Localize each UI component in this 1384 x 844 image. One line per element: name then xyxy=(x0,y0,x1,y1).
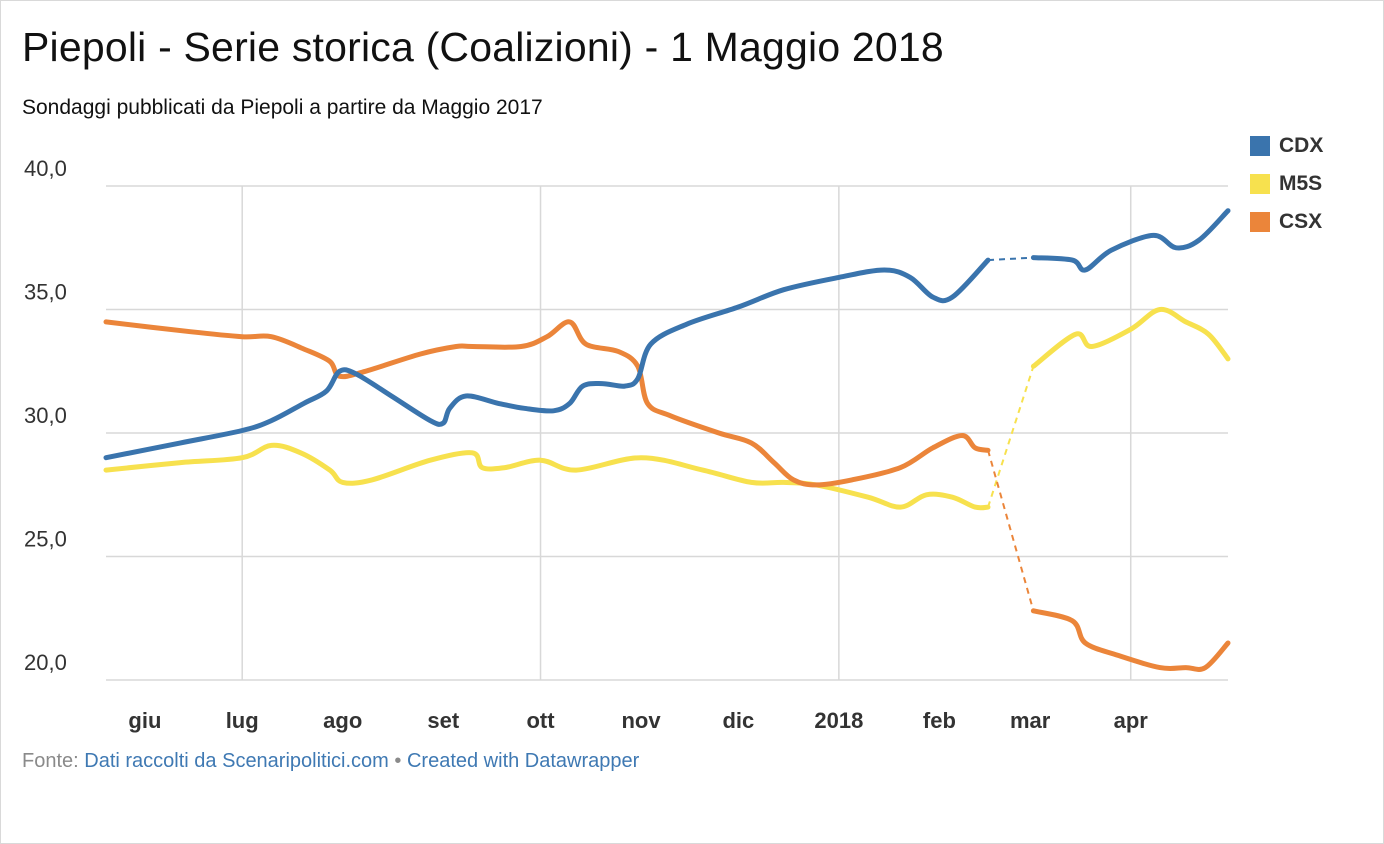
footer-separator: • xyxy=(394,750,402,772)
y-tick-label: 25,0 xyxy=(24,527,67,552)
x-tick-label: set xyxy=(427,708,459,733)
legend-item-m5s: M5S xyxy=(1250,165,1323,203)
series-line-m5s xyxy=(103,442,991,511)
legend-item-cdx: CDX xyxy=(1250,127,1323,165)
x-tick-label: dic xyxy=(722,708,754,733)
x-tick-label: 2018 xyxy=(814,708,863,733)
grid-layer xyxy=(106,185,1228,681)
legend-swatch xyxy=(1250,136,1270,156)
legend-item-csx: CSX xyxy=(1250,203,1323,241)
y-tick-label: 20,0 xyxy=(24,650,67,675)
source-link[interactable]: Dati raccolti da Scenaripolitici.com xyxy=(84,750,389,772)
x-tick-label: ago xyxy=(323,708,362,733)
series-gap-cdx xyxy=(987,256,1034,262)
series-line-m5s-after xyxy=(1030,306,1231,369)
x-tick-label: mar xyxy=(1010,708,1051,733)
source-label: Fonte: xyxy=(22,750,79,772)
series-gap-csx xyxy=(987,450,1035,612)
series-layer xyxy=(103,208,1231,672)
series-line-cdx xyxy=(103,257,991,461)
chart-title: Piepoli - Serie storica (Coalizioni) - 1… xyxy=(22,24,944,70)
legend-label: M5S xyxy=(1279,172,1323,195)
datawrapper-credit-link[interactable]: Created with Datawrapper xyxy=(406,750,640,772)
chart-legend: CDX M5S CSX xyxy=(1250,127,1323,241)
chart-subtitle: Sondaggi pubblicati da Piepoli a partire… xyxy=(22,96,543,119)
y-tick-label: 40,0 xyxy=(24,156,67,181)
x-tick-label: lug xyxy=(226,708,259,733)
series-gap-m5s xyxy=(987,366,1035,508)
axis-layer: 20,0 25,0 30,0 35,0 40,0 giu lug ago set ott nov di… xyxy=(24,156,1148,733)
chart-footer: Fonte: Dati raccolti da Scenaripolitici.… xyxy=(22,750,639,773)
series-line-csx xyxy=(103,319,991,488)
x-tick-label: giu xyxy=(128,708,161,733)
legend-label: CDX xyxy=(1279,134,1324,157)
series-line-cdx-after xyxy=(1030,208,1231,273)
x-tick-label: nov xyxy=(621,708,661,733)
x-tick-label: ott xyxy=(526,708,555,733)
y-tick-label: 35,0 xyxy=(24,280,67,305)
legend-label: CSX xyxy=(1279,210,1323,233)
y-tick-label: 30,0 xyxy=(24,403,67,428)
x-tick-label: feb xyxy=(923,708,956,733)
legend-swatch xyxy=(1250,174,1270,194)
legend-swatch xyxy=(1250,212,1270,232)
series-line-csx-after xyxy=(1030,608,1231,672)
x-tick-label: apr xyxy=(1114,708,1149,733)
